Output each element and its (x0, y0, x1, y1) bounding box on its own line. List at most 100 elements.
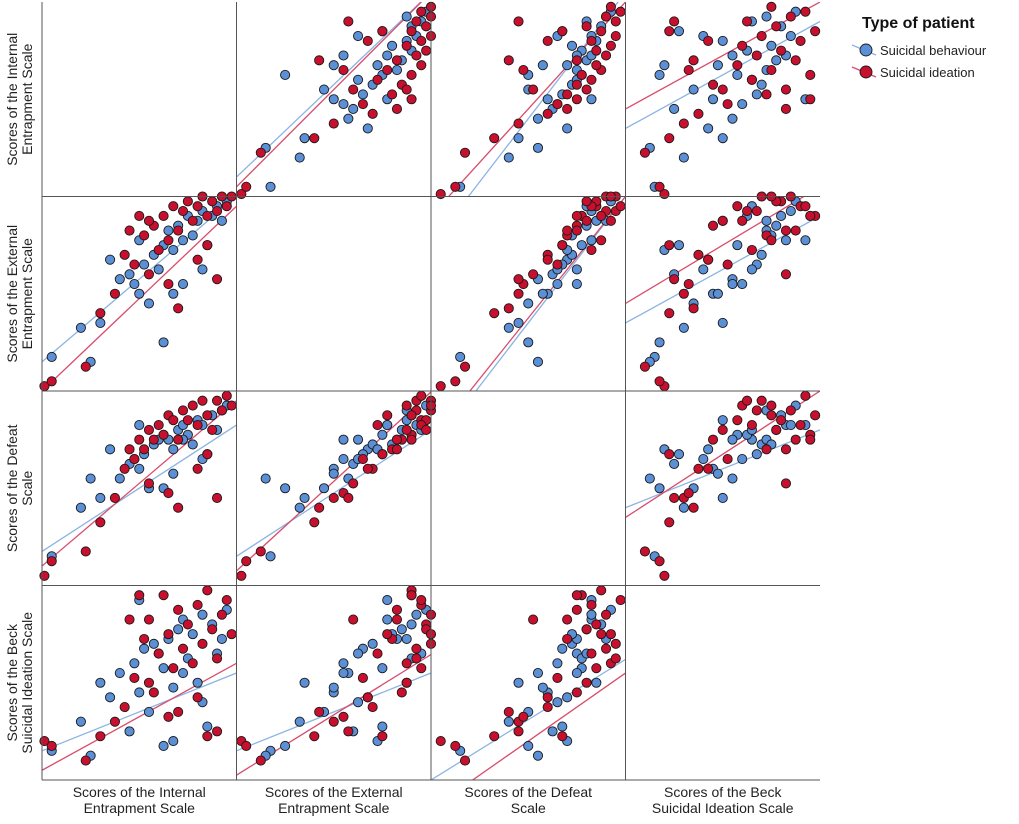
point-ideation (216, 609, 227, 620)
point-behaviour (673, 26, 685, 37)
point-ideation (202, 585, 213, 596)
point-ideation (552, 99, 563, 110)
point-ideation (664, 240, 675, 251)
point-behaviour (129, 278, 140, 290)
point-ideation (562, 225, 573, 236)
point-behaviour (280, 69, 291, 80)
point-ideation (450, 376, 461, 387)
point-ideation (571, 55, 582, 66)
point-ideation (785, 405, 796, 416)
point-ideation (139, 444, 150, 455)
point-behaviour (95, 492, 106, 504)
point-ideation (557, 240, 568, 251)
point-ideation (328, 118, 339, 129)
point-ideation (571, 604, 582, 615)
point-ideation (143, 614, 155, 625)
point-ideation (207, 424, 218, 435)
point-ideation (192, 692, 203, 703)
point-behaviour (197, 609, 208, 620)
y-axis-label-beck: Scores of the BeckSuicidal Ideation Scal… (4, 612, 35, 754)
point-ideation (362, 692, 373, 703)
legend-label-ideation: Suicidal ideation (880, 65, 975, 80)
point-ideation (406, 69, 417, 80)
point-behaviour (265, 181, 276, 192)
point-ideation (406, 410, 417, 421)
point-behaviour (698, 454, 709, 465)
point-ideation (221, 595, 232, 606)
point-behaviour (532, 113, 544, 124)
point-ideation (192, 599, 203, 611)
point-behaviour (756, 79, 767, 90)
point-behaviour (294, 502, 305, 513)
point-behaviour (114, 274, 125, 285)
point-behaviour (727, 434, 738, 445)
point-ideation (513, 16, 524, 27)
point-ideation (693, 108, 704, 119)
point-behaviour (523, 337, 534, 348)
legend-marker-ideation (859, 65, 873, 79)
point-ideation (751, 405, 762, 416)
point-ideation (605, 1, 616, 12)
point-ideation (581, 624, 592, 635)
point-behaviour (294, 716, 305, 727)
point-ideation (605, 215, 616, 226)
point-ideation (513, 118, 524, 129)
point-ideation (591, 663, 602, 674)
point-behaviour (338, 454, 349, 465)
point-ideation (542, 254, 553, 265)
point-behaviour (532, 142, 544, 153)
point-ideation (688, 303, 699, 314)
point-ideation (746, 419, 757, 431)
point-ideation (771, 21, 782, 32)
point-behaviour (75, 716, 86, 727)
point-ideation (518, 711, 529, 722)
point-behaviour (168, 682, 179, 693)
point-ideation (746, 74, 757, 85)
point-behaviour (732, 69, 743, 80)
point-ideation (343, 16, 354, 27)
point-ideation (421, 45, 432, 56)
point-ideation (591, 619, 602, 630)
point-ideation (182, 196, 193, 207)
point-ideation (202, 731, 213, 742)
x-axis-labels: Scores of the Internal Entrapment Scale Sc… (73, 784, 794, 816)
fit-line-behaviour-external-vs-beck (625, 215, 820, 324)
point-ideation (226, 629, 237, 640)
point-ideation (255, 755, 266, 766)
point-ideation (542, 35, 553, 46)
point-ideation (80, 546, 91, 557)
point-ideation (211, 206, 223, 217)
point-ideation (396, 687, 407, 698)
fit-line-ideation-internal-vs-external (236, 2, 423, 188)
point-behaviour (139, 643, 150, 654)
point-ideation (221, 390, 232, 401)
point-ideation (343, 726, 354, 737)
point-ideation (805, 69, 816, 80)
point-behaviour (571, 667, 582, 679)
point-behaviour (717, 415, 728, 426)
point-ideation (314, 502, 325, 513)
point-behaviour (717, 35, 728, 46)
point-ideation (236, 570, 247, 581)
point-ideation (552, 672, 563, 683)
point-ideation (211, 653, 223, 664)
point-ideation (586, 599, 597, 611)
x-axis-label-internal: Scores of the Internal Entrapment Scale (73, 784, 206, 816)
point-ideation (654, 376, 665, 387)
point-behaviour (260, 473, 271, 484)
point-behaviour (353, 648, 364, 659)
point-behaviour (591, 677, 602, 688)
point-behaviour (401, 11, 412, 22)
point-ideation (109, 492, 120, 504)
point-ideation (109, 716, 120, 727)
point-behaviour (318, 483, 330, 494)
point-ideation (338, 65, 349, 76)
point-behaviour (562, 123, 573, 134)
point-behaviour (343, 113, 354, 124)
point-behaviour (353, 434, 364, 445)
fit-line-behaviour-beck-vs-external (236, 672, 431, 752)
point-behaviour (678, 322, 689, 333)
fit-line-behaviour-defeat-vs-internal (42, 424, 237, 553)
point-behaviour (503, 322, 514, 333)
